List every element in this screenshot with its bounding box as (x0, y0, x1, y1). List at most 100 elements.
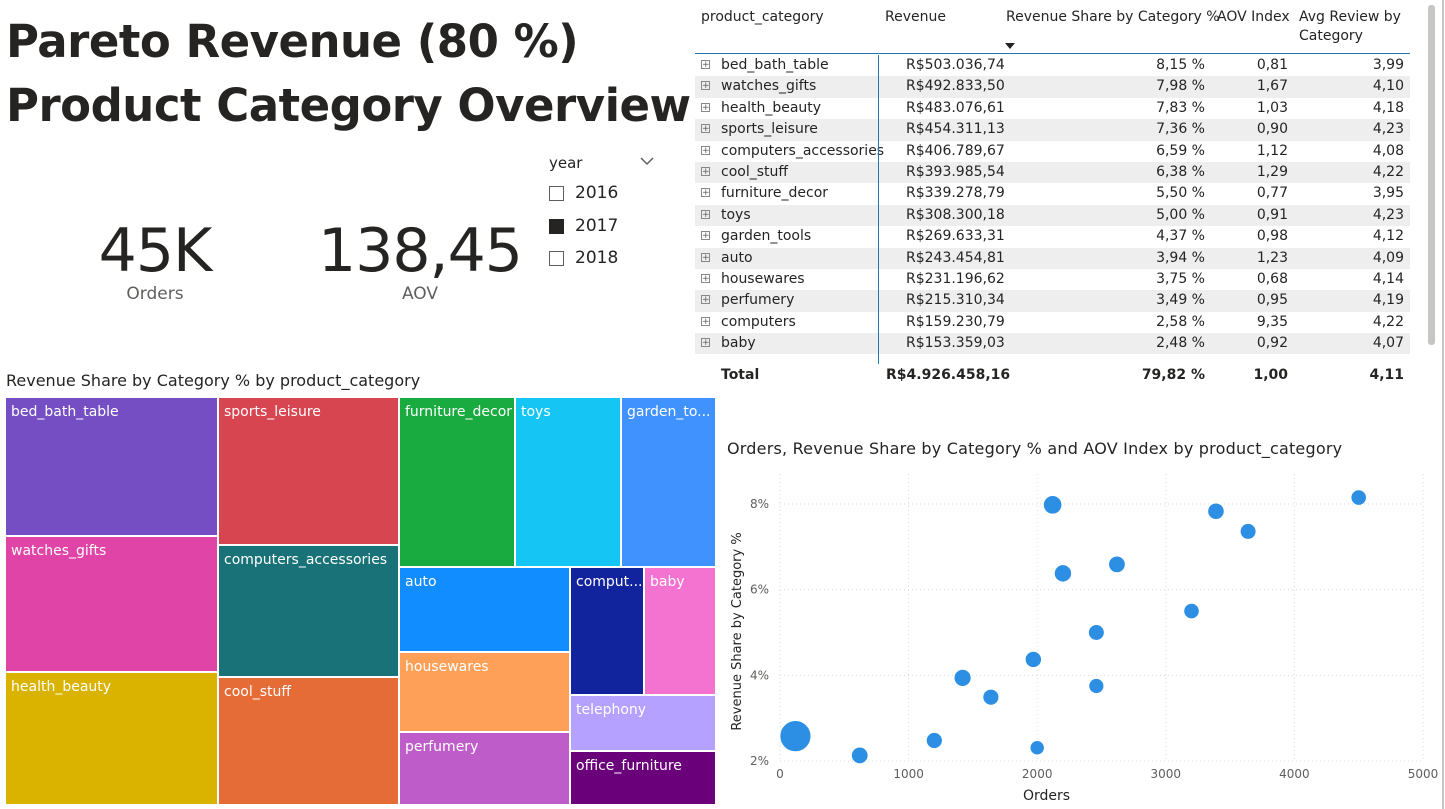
scatter-point[interactable] (1207, 502, 1225, 520)
cell-review: 4,19 (1372, 292, 1404, 309)
scatter-point[interactable] (1183, 602, 1200, 620)
expand-icon[interactable]: + (701, 102, 710, 113)
table-row[interactable]: + health_beauty R$483.076,61 7,83 % 1,03 4,18 (695, 98, 1410, 119)
treemap-cell[interactable]: telephony (570, 695, 716, 751)
y-tick-label: 6% (750, 583, 769, 597)
expand-icon[interactable]: + (701, 295, 710, 306)
expand-icon[interactable]: + (701, 338, 710, 349)
header-avg-review[interactable]: Avg Review by Category (1299, 9, 1401, 44)
scatter-point[interactable] (779, 720, 812, 753)
treemap-cell[interactable]: watches_gifts (5, 536, 218, 672)
cell-category: computers_accessories (721, 142, 885, 159)
cell-category: sports_leisure (721, 121, 818, 138)
expand-icon[interactable]: + (701, 166, 710, 177)
treemap-cell[interactable]: garden_to... (621, 397, 716, 567)
table-row[interactable]: + auto R$243.454,81 3,94 % 1,23 4,09 (695, 247, 1410, 269)
cell-share: 4,37 % (1156, 228, 1205, 245)
header-revenue-share[interactable]: Revenue Share by Category % (1006, 9, 1220, 25)
table-body: + bed_bath_table R$503.036,74 8,15 % 0,81 3,9… (695, 55, 1410, 355)
scatter-point[interactable] (1088, 678, 1105, 694)
scatter-point[interactable] (1088, 624, 1105, 641)
expand-icon[interactable]: + (701, 273, 710, 284)
expand-icon[interactable]: + (701, 231, 710, 242)
scatter-point[interactable] (953, 668, 972, 687)
kpi-orders-value: 45K (98, 216, 213, 286)
expand-icon[interactable]: + (701, 252, 710, 263)
treemap-cell[interactable]: toys (515, 397, 621, 567)
table-row[interactable]: + cool_stuff R$393.985,54 6,38 % 1,29 4,22 (695, 161, 1410, 184)
treemap-cell-label: comput... (576, 574, 643, 590)
cell-aov: 1,12 (1256, 142, 1288, 159)
sort-desc-icon[interactable] (1005, 43, 1015, 49)
expand-icon[interactable]: + (701, 316, 710, 327)
expand-icon[interactable]: + (701, 188, 710, 199)
treemap-cell[interactable]: baby (644, 567, 716, 695)
treemap-cell-label: baby (650, 574, 685, 590)
expand-icon[interactable]: + (701, 124, 710, 135)
cell-revenue: R$231.196,62 (906, 270, 1005, 287)
treemap-cell[interactable]: sports_leisure (218, 397, 399, 545)
treemap-cell[interactable]: office_furniture (570, 751, 716, 805)
total-share: 79,82 % (1141, 367, 1205, 383)
scatter-point[interactable] (925, 732, 943, 749)
cell-category: watches_gifts (721, 78, 817, 95)
cell-share: 8,15 % (1156, 57, 1205, 73)
treemap-cell[interactable]: computers_accessories (218, 545, 399, 677)
scatter-point[interactable] (1024, 650, 1042, 668)
scatter-point[interactable] (1239, 523, 1257, 540)
scatter-point[interactable] (1350, 489, 1367, 506)
cell-revenue: R$393.985,54 (906, 163, 1005, 180)
treemap-cell[interactable]: perfumery (399, 732, 570, 805)
treemap-cell[interactable]: comput... (570, 567, 644, 695)
cell-category: furniture_decor (721, 185, 829, 202)
checkbox-2017[interactable] (549, 218, 564, 234)
header-aov-index[interactable]: AOV Index (1217, 9, 1290, 25)
kpi-orders-label: Orders (126, 284, 184, 304)
scatter-point[interactable] (1053, 564, 1072, 583)
treemap-cell-label: sports_leisure (224, 404, 321, 420)
x-tick-label: 4000 (1279, 767, 1310, 781)
table-row[interactable]: + computers R$159.230,79 2,58 % 9,35 4,22 (695, 312, 1410, 333)
table-row[interactable]: + computers_accessories R$406.789,67 6,59 %… (695, 141, 1410, 162)
x-tick-label: 1000 (893, 767, 924, 781)
cell-share: 3,94 % (1156, 249, 1205, 266)
scatter-point[interactable] (1108, 555, 1126, 574)
expand-icon[interactable]: + (701, 209, 710, 220)
year-option-2016[interactable]: 2016 (549, 182, 618, 204)
scatter-point[interactable] (982, 688, 1000, 706)
year-option-2018[interactable]: 2018 (549, 247, 618, 269)
cell-aov: 1,03 (1256, 99, 1288, 116)
scatter-title: Orders, Revenue Share by Category % and … (727, 439, 1343, 458)
year-option-2017[interactable]: 2017 (549, 215, 618, 237)
chevron-down-icon[interactable] (640, 156, 654, 166)
header-revenue[interactable]: Revenue (885, 9, 946, 25)
cell-aov: 0,68 (1256, 270, 1288, 287)
expand-icon[interactable]: + (701, 145, 710, 156)
treemap-cell[interactable]: health_beauty (5, 672, 218, 805)
scatter-point[interactable] (1043, 495, 1063, 515)
treemap-cell[interactable]: cool_stuff (218, 677, 399, 805)
treemap-cell[interactable]: furniture_decor (399, 397, 515, 567)
total-label: Total (721, 367, 760, 383)
checkbox-2016[interactable] (549, 185, 564, 201)
scatter-point[interactable] (851, 746, 869, 765)
table-row[interactable]: + bed_bath_table R$503.036,74 8,15 % 0,81 3,9… (695, 55, 1410, 76)
table-row[interactable]: + baby R$153.359,03 2,48 % 0,92 4,07 (695, 333, 1410, 355)
treemap-cell[interactable]: housewares (399, 652, 570, 732)
table-row[interactable]: + toys R$308.300,18 5,00 % 0,91 4,23 (695, 204, 1410, 227)
x-axis-title: Orders (1023, 788, 1070, 804)
table-row[interactable]: + furniture_decor R$339.278,79 5,50 % 0,77 3,… (695, 183, 1410, 204)
treemap-cell[interactable]: auto (399, 567, 570, 652)
table-row[interactable]: + sports_leisure R$454.311,13 7,36 % 0,90 4,2… (695, 119, 1410, 141)
treemap-cell[interactable]: bed_bath_table (5, 397, 218, 536)
table-scrollbar[interactable] (1428, 5, 1435, 345)
table-row[interactable]: + watches_gifts R$492.833,50 7,98 % 1,67 4,10 (695, 76, 1410, 98)
expand-icon[interactable]: + (701, 60, 710, 70)
checkbox-2018[interactable] (549, 250, 564, 266)
scatter-point[interactable] (1029, 740, 1045, 756)
table-row[interactable]: + garden_tools R$269.633,31 4,37 % 0,98 4,12 (695, 226, 1410, 247)
table-row[interactable]: + perfumery R$215.310,34 3,49 % 0,95 4,19 (695, 290, 1410, 312)
expand-icon[interactable]: + (701, 81, 710, 92)
header-product-category[interactable]: product_category (701, 9, 824, 25)
table-row[interactable]: + housewares R$231.196,62 3,75 % 0,68 4,14 (695, 269, 1410, 290)
